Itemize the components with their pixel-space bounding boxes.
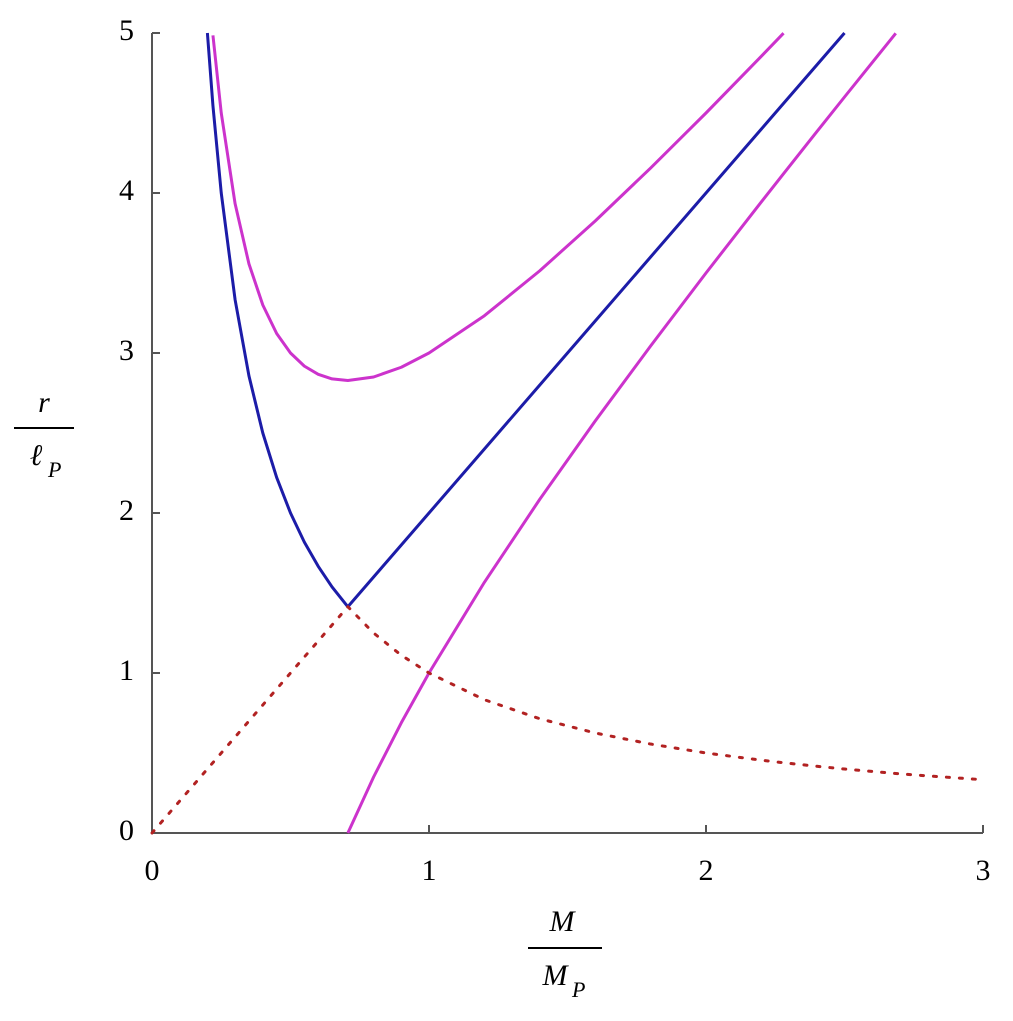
y-tick-label: 1 <box>119 654 134 687</box>
y-tick-label: 5 <box>119 14 134 47</box>
x-tick-label: 2 <box>699 854 714 887</box>
y-tick-label: 4 <box>119 174 134 207</box>
y-label-numerator: r <box>38 386 50 419</box>
series-line <box>205 32 846 609</box>
x-tick-label: 3 <box>976 854 991 887</box>
y-label-denominator: ℓ <box>30 439 43 472</box>
y-label-subscript: P <box>47 457 61 482</box>
series-line <box>346 32 897 834</box>
y-tick-label: 3 <box>119 334 134 367</box>
x-label-numerator: M <box>549 905 577 938</box>
x-label-denominator: M <box>542 959 570 992</box>
series-line <box>150 605 985 835</box>
x-tick-label: 0 <box>145 854 160 887</box>
y-tick-label: 0 <box>119 814 134 847</box>
y-tick-label: 2 <box>119 494 134 527</box>
x-label-subscript: P <box>571 977 585 1002</box>
x-tick-label: 1 <box>422 854 437 887</box>
series-line <box>211 32 785 383</box>
